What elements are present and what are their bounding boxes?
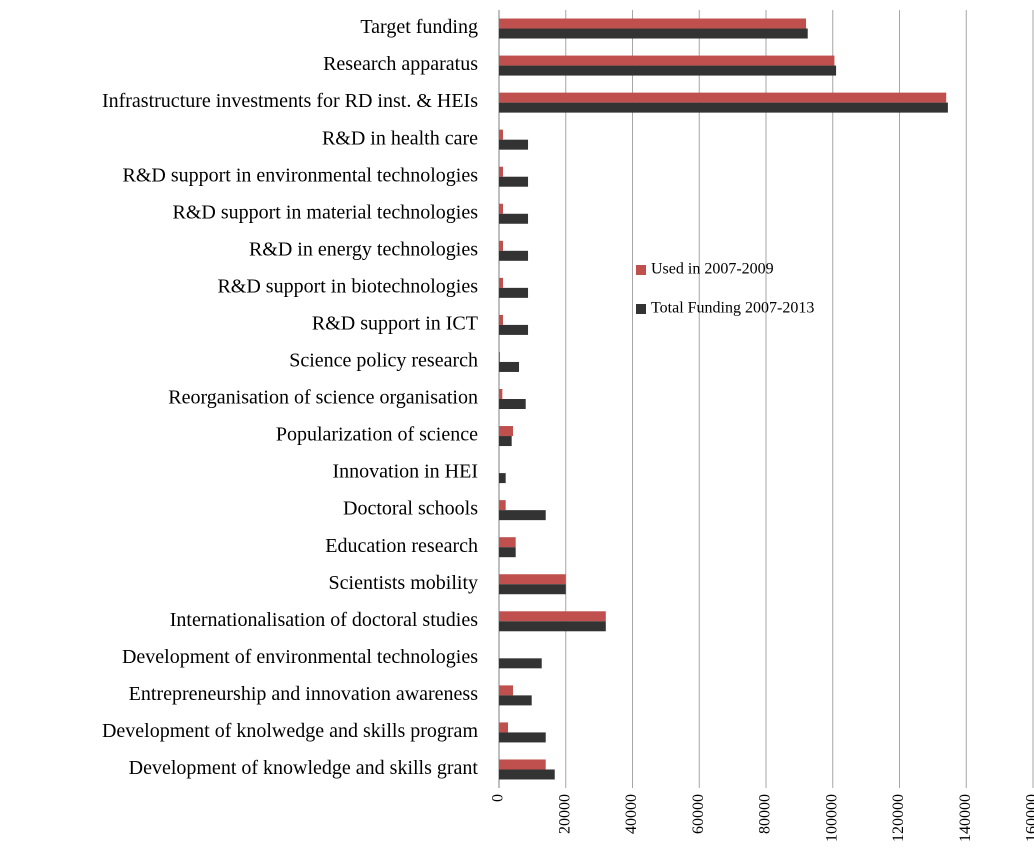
- bar: [499, 351, 501, 362]
- bar: [499, 759, 546, 770]
- y-tick-label: Popularization of science: [276, 424, 478, 446]
- bar: [499, 574, 566, 585]
- x-tick-label: 160000: [1024, 794, 1034, 842]
- x-tick-label: 0: [490, 794, 507, 802]
- bar: [499, 389, 503, 399]
- bar: [499, 732, 546, 743]
- y-tick-label: Development of knowledge and skills gran…: [129, 757, 479, 779]
- bar: [499, 176, 529, 187]
- bar: [499, 92, 947, 103]
- bar: [499, 287, 529, 298]
- bar: [499, 18, 807, 29]
- bar: [499, 436, 512, 447]
- x-tick-label: 80000: [757, 794, 774, 834]
- bar: [499, 166, 504, 177]
- bar: [499, 695, 532, 706]
- bar: [499, 611, 606, 622]
- x-tick-label: 60000: [690, 794, 707, 834]
- y-tick-label: Scientists mobility: [329, 572, 478, 594]
- bar: [499, 426, 514, 437]
- bar: [499, 361, 520, 372]
- y-tick-label: R&D in health care: [322, 127, 478, 149]
- bar: [499, 769, 555, 780]
- y-tick-label: Development of knolwedge and skills prog…: [102, 720, 478, 742]
- x-tick-label: 40000: [623, 794, 640, 834]
- x-tick-label: 20000: [556, 794, 573, 834]
- bar: [499, 324, 529, 335]
- bar: [499, 28, 808, 39]
- bar: [499, 65, 837, 76]
- legend-swatch: [636, 304, 646, 314]
- y-tick-label: Development of environmental technologie…: [122, 646, 478, 668]
- y-tick-label: R&D support in material technologies: [173, 201, 479, 223]
- bar: [499, 658, 542, 669]
- bar: [499, 102, 948, 113]
- bar: [499, 250, 529, 261]
- y-tick-label: R&D support in environmental technologie…: [123, 164, 479, 186]
- bar: [499, 240, 504, 251]
- bar: [499, 139, 529, 150]
- bar: [499, 203, 504, 214]
- legend-label: Used in 2007-2009: [651, 261, 774, 278]
- bar: [499, 685, 514, 696]
- bar: [499, 473, 506, 484]
- y-tick-label: Doctoral schools: [343, 498, 478, 520]
- y-tick-label: Target funding: [360, 16, 478, 38]
- y-tick-label: R&D support in biotechnologies: [217, 275, 478, 297]
- bar: [499, 213, 529, 224]
- y-tick-label: Infrastructure investments for RD inst. …: [102, 90, 478, 112]
- bar: [499, 314, 504, 325]
- bar: [499, 584, 566, 595]
- x-tick-label: 140000: [957, 794, 974, 842]
- x-tick-label: 120000: [890, 794, 907, 842]
- bar: [499, 129, 504, 140]
- x-tick-label: 100000: [823, 794, 840, 842]
- bar: [499, 399, 526, 409]
- legend-label: Total Funding 2007-2013: [651, 300, 814, 317]
- y-tick-label: Education research: [325, 535, 478, 557]
- y-tick-label: Research apparatus: [323, 53, 478, 75]
- bar: [499, 500, 506, 511]
- bar: [499, 277, 504, 288]
- y-tick-label: Science policy research: [289, 350, 478, 372]
- bar: [499, 547, 516, 558]
- y-tick-label: Innovation in HEI: [332, 461, 478, 483]
- y-tick-label: Internationalisation of doctoral studies: [170, 609, 478, 631]
- bar: [499, 537, 516, 548]
- y-tick-label: R&D support in ICT: [312, 312, 478, 334]
- y-tick-label: Entrepreneurship and innovation awarenes…: [129, 683, 479, 705]
- legend-swatch: [636, 265, 646, 275]
- y-tick-label: Reorganisation of science organisation: [168, 387, 478, 409]
- y-tick-label: R&D in energy technologies: [249, 238, 478, 260]
- bar: [499, 510, 546, 521]
- bar: [499, 621, 606, 632]
- bar: [499, 722, 509, 733]
- bar: [499, 55, 835, 66]
